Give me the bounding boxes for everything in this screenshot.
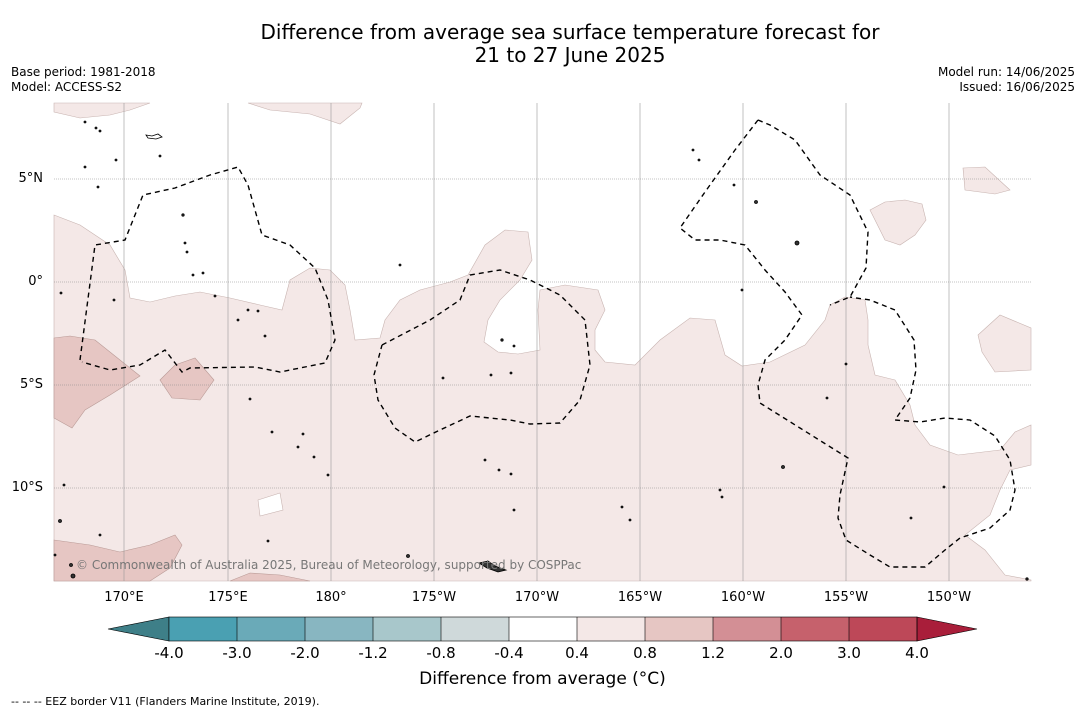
lat-label-5s: 5°S — [19, 377, 43, 392]
latitude-lines — [54, 178, 1031, 489]
colorbar-high-extension — [916, 616, 978, 642]
colorbar-bin-11 — [849, 617, 917, 641]
colorbar-tick: 2.0 — [769, 644, 793, 662]
colorbar-label: Difference from average (°C) — [419, 669, 666, 689]
colorbar-tick: -3.0 — [222, 644, 252, 662]
eez-legend-note: -- -- -- EEZ border V11 (Flanders Marine… — [11, 695, 320, 708]
run-info: Model run: 14/06/2025 Issued: 16/06/2025 — [938, 65, 1075, 94]
colorbar-tick: -0.4 — [494, 644, 524, 662]
title-line-1: Difference from average sea surface temp… — [260, 20, 880, 44]
graticule — [123, 103, 950, 581]
lat-label-10s: 10°S — [11, 480, 43, 495]
colorbar-bin-3 — [305, 617, 373, 641]
lon-label-175w: 175°W — [411, 590, 457, 605]
lon-label-165w: 165°W — [617, 590, 663, 605]
lon-label-170e: 170°E — [104, 590, 144, 605]
colorbar-tick: 3.0 — [837, 644, 861, 662]
colorbar-bin-9 — [713, 617, 781, 641]
colorbar-bin-8 — [645, 617, 713, 641]
lon-label-175e: 175°E — [208, 590, 248, 605]
colorbar-tick: -0.8 — [426, 644, 456, 662]
lon-label-155w: 155°W — [823, 590, 869, 605]
colorbar-tick: -1.2 — [358, 644, 388, 662]
colorbar-tick: 0.4 — [565, 644, 589, 662]
colorbar-tick: 4.0 — [905, 644, 929, 662]
lon-label-180: 180° — [315, 590, 347, 605]
model-run-date: Model run: 14/06/2025 — [937, 65, 1075, 79]
base-period: Base period: 1981-2018 — [11, 65, 156, 79]
colorbar-tick: -4.0 — [154, 644, 184, 662]
colorbar-low-extension — [107, 616, 170, 642]
colorbar-bin-2 — [237, 617, 305, 641]
anomaly-region-0-4-to-0-8 — [53, 102, 1032, 582]
model-name: Model: ACCESS-S2 — [11, 79, 123, 94]
lat-label-5n: 5°N — [18, 171, 44, 186]
lon-label-150w: 150°W — [926, 590, 972, 605]
colorbar-bin-10 — [781, 617, 849, 641]
issued-date: Issued: 16/06/2025 — [959, 79, 1075, 94]
colorbar-bin-5 — [441, 617, 509, 641]
chart-title: Difference from average sea surface temp… — [0, 21, 1085, 67]
title-line-2: 21 to 27 June 2025 — [474, 43, 666, 67]
colorbar-tick: -2.0 — [290, 644, 320, 662]
lat-label-0: 0° — [28, 274, 43, 289]
eez-borders — [79, 119, 1016, 568]
lon-label-170w: 170°W — [514, 590, 560, 605]
neutral-hole — [257, 492, 284, 517]
anomaly-region-0-8-to-1-2 — [53, 335, 311, 582]
islands — [53, 120, 1029, 581]
colorbar-tick: 1.2 — [701, 644, 725, 662]
colorbar-tick: 0.8 — [633, 644, 657, 662]
colorbar-bin-7 — [577, 617, 645, 641]
colorbar-outline — [168, 616, 918, 642]
model-info: Base period: 1981-2018 Model: ACCESS-S2 — [11, 65, 156, 94]
copyright-notice: © Commonwealth of Australia 2025, Bureau… — [76, 558, 582, 572]
lon-label-160w: 160°W — [720, 590, 766, 605]
colorbar-bin-6 — [509, 617, 577, 641]
colorbar-bin-4 — [373, 617, 441, 641]
colorbar-bin-1 — [169, 617, 237, 641]
